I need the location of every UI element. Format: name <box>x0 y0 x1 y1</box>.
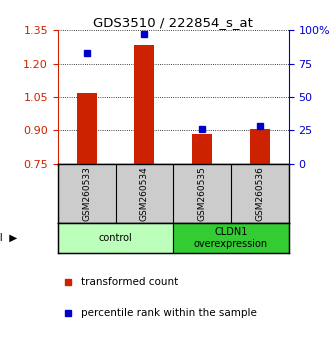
Bar <box>173 223 289 253</box>
Text: CLDN1
overexpression: CLDN1 overexpression <box>194 227 268 249</box>
Bar <box>77 92 97 164</box>
Title: GDS3510 / 222854_s_at: GDS3510 / 222854_s_at <box>93 16 253 29</box>
Bar <box>250 129 270 164</box>
Text: protocol  ▶: protocol ▶ <box>0 233 17 243</box>
Text: percentile rank within the sample: percentile rank within the sample <box>81 308 257 318</box>
Text: GSM260533: GSM260533 <box>82 166 91 221</box>
Text: GSM260534: GSM260534 <box>140 166 149 221</box>
Bar <box>134 45 154 164</box>
Bar <box>192 135 212 164</box>
Text: GSM260535: GSM260535 <box>198 166 207 221</box>
Text: GSM260536: GSM260536 <box>255 166 264 221</box>
Text: control: control <box>99 233 132 243</box>
Text: transformed count: transformed count <box>81 277 178 287</box>
Bar <box>58 223 173 253</box>
